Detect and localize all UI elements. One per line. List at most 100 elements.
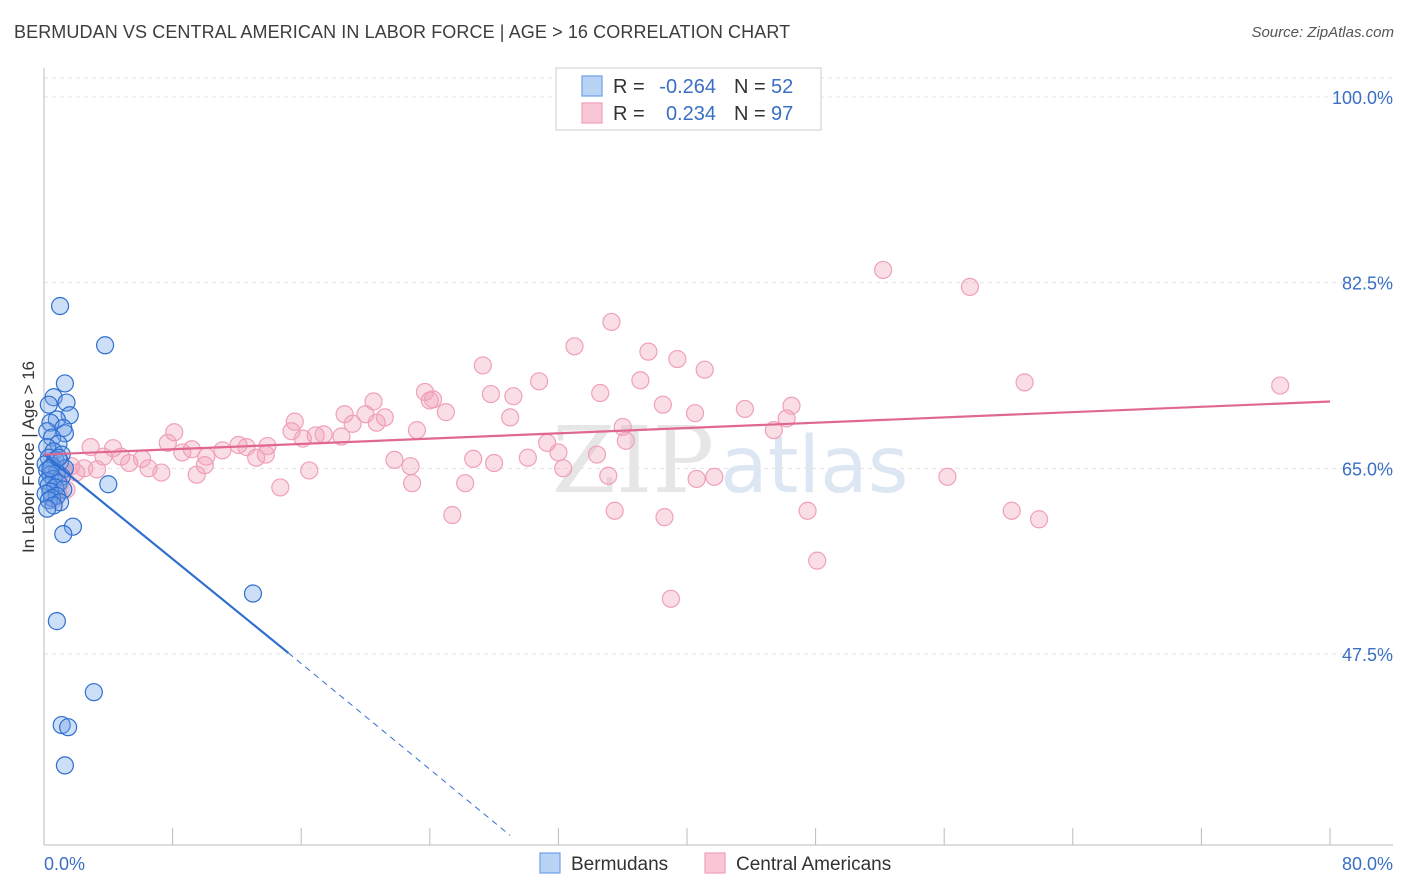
bermudans-point-44 [47,612,66,631]
central-americans-point-66 [401,457,420,476]
y-tick-label-1: 82.5% [1342,274,1393,294]
bermudans-point-46 [84,683,103,702]
central-americans-point-42 [158,433,177,452]
central-americans-point-89 [1002,501,1021,520]
legend: R = -0.264 N = 52 R = 0.234 N = 97 [555,67,822,131]
central-americans-point-9 [631,371,650,390]
central-americans-point-17 [420,391,439,410]
axes [43,68,1393,846]
central-americans-point-11 [1271,376,1290,395]
bermudans-point-43 [54,525,73,544]
central-americans-point-14 [504,387,523,406]
central-americans-point-77 [599,466,618,485]
central-americans-point-22 [436,403,455,422]
source-credit: Source: ZipAtlas.com [1251,24,1394,41]
gridlines [44,77,1393,655]
central-americans-point-4 [639,342,658,361]
central-americans-point-19 [653,395,672,414]
central-americans-point-8 [530,372,549,391]
central-americans-point-74 [300,461,319,480]
y-tick-label-0: 100.0% [1332,88,1393,108]
central-americans-point-1 [960,277,980,297]
x-ticks [43,828,1331,845]
y-tick-label-3: 47.5% [1342,645,1393,665]
central-americans-point-3 [565,337,584,356]
central-americans-point-94 [661,589,681,608]
central-americans-point-79 [938,467,957,486]
legend-r-label-1: R = [613,76,645,98]
central-americans-point-27 [285,412,304,431]
central-americans-point-13 [481,384,500,404]
central-americans-point-78 [705,467,724,486]
central-americans-point-93 [808,551,827,570]
central-americans-point-10 [1015,373,1034,392]
central-americans-point-88 [798,501,817,520]
bermudans-point-41 [99,475,118,494]
central-americans-point-63 [485,453,504,473]
x-tick-label-min: 0.0% [44,854,85,874]
central-americans-point-23 [685,404,705,423]
central-americans-point-83 [271,478,290,497]
central-americans-point-53 [173,443,192,462]
central-americans-point-30 [367,413,386,432]
central-americans-trendline [43,400,1331,456]
bottom-legend: Bermudans Central Americans [539,852,891,875]
watermark-atlas: atlas [720,421,909,511]
central-americans-point-67 [554,459,573,478]
central-americans-point-50 [213,441,232,460]
bermudans-point-42 [63,517,83,536]
bermudans-point-51 [49,448,68,467]
bottom-legend-swatch-central-americans [704,852,726,874]
central-americans-point-6 [668,349,687,369]
central-americans-point-91 [655,508,674,527]
legend-n-value-1: 52 [771,76,793,98]
trendlines [43,400,1331,836]
bermudans-point-48 [59,718,78,737]
x-tick-label-max: 80.0% [1342,854,1393,874]
central-americans-point-61 [464,449,483,468]
central-americans-point-33 [764,421,783,440]
central-americans-point-58 [247,448,266,467]
y-tick-label-2: 65.0% [1342,459,1393,479]
central-americans-points [46,260,1290,608]
central-americans-point-41 [616,431,636,450]
chart-title: BERMUDAN VS CENTRAL AMERICAN IN LABOR FO… [14,22,791,42]
central-americans-point-5 [473,356,492,375]
central-americans-point-29 [501,408,520,427]
central-americans-point-38 [165,423,184,442]
central-americans-point-37 [314,425,333,444]
central-americans-point-52 [587,445,607,464]
central-americans-point-34 [407,421,427,440]
legend-swatch-central-americans [581,102,603,124]
central-americans-point-31 [343,414,362,433]
bermudans-point-5 [39,395,58,414]
central-americans-point-80 [687,469,706,489]
bermudans-point-1 [95,336,115,355]
bermudans-point-45 [243,584,263,603]
bermudans-trendline [43,453,290,654]
central-americans-point-81 [403,474,422,493]
central-americans-point-0 [874,260,893,280]
y-axis-label: In Labor Force | Age > 16 [19,361,38,553]
bermudans-point-2 [55,374,74,393]
central-americans-point-82 [456,474,475,493]
bottom-legend-swatch-bermudans [539,852,561,874]
legend-r-value-2: 0.234 [666,103,716,125]
central-americans-point-92 [1029,510,1049,529]
central-americans-point-62 [385,450,404,469]
bermudans-point-49 [55,756,74,775]
legend-n-label-1: N = [734,76,766,98]
central-americans-point-15 [591,383,610,403]
bermudans-trendline-extension [288,652,511,836]
central-americans-point-70 [87,460,107,479]
central-americans-point-2 [602,312,621,332]
legend-n-value-2: 97 [771,103,793,125]
central-americans-point-20 [735,399,754,419]
central-americans-point-59 [518,448,537,467]
bermudans-point-40 [38,499,57,518]
bottom-legend-label-central-americans: Central Americans [736,854,891,875]
central-americans-point-75 [152,463,171,482]
bermudans-point-0 [50,296,70,316]
bermudans-points [36,296,263,775]
